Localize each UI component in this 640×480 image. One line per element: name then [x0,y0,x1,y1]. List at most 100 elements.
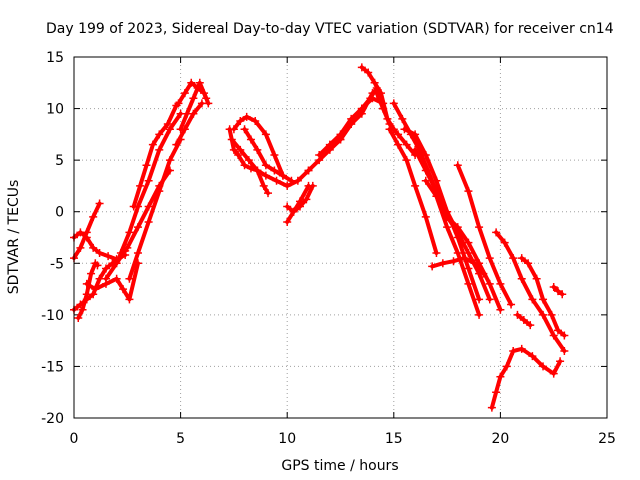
data-point [487,403,496,412]
data-point [89,243,98,252]
series-line [489,346,563,410]
data-point [295,197,304,206]
data-point [136,181,145,190]
y-tick-label: 5 [55,153,64,169]
data-point [485,254,494,263]
data-point [453,161,462,170]
data-point [165,156,174,165]
series-line [387,127,439,255]
data-point [453,223,462,232]
series-line [231,114,285,178]
x-tick-label: 5 [176,431,185,447]
data-point [517,344,526,353]
data-point [180,125,189,134]
data-point [200,89,209,98]
data-point [189,94,198,103]
data-point [400,125,409,134]
data-point [370,78,379,87]
series-arc9 [129,101,181,211]
data-point [244,156,253,165]
x-tick-label: 25 [598,431,616,447]
data-point [229,125,238,134]
data-point [475,223,484,232]
data-point [411,130,420,139]
data-point [261,171,270,180]
data-point [104,252,113,261]
data-point [74,313,83,322]
data-point [402,156,411,165]
data-point [357,63,366,72]
data-point [502,362,511,371]
data-point [500,238,509,247]
data-point [385,125,394,134]
series-line [255,168,311,188]
data-point [394,140,403,149]
data-point [101,274,110,283]
data-point [242,112,251,121]
data-point [89,212,98,221]
data-point [432,248,441,257]
data-point [438,259,447,268]
data-point [227,135,236,144]
data-point [240,125,249,134]
data-point [76,243,85,252]
data-point [460,254,469,263]
data-point [519,316,528,325]
data-point [93,261,102,270]
data-point [347,120,356,129]
x-axis-ticks: 0 5 10 15 20 25 [70,57,616,447]
chart-title: Day 199 of 2023, Sidereal Day-to-day VTE… [46,21,614,37]
data-point [155,187,164,196]
data-point [336,135,345,144]
data-point [261,130,270,139]
data-point [398,114,407,123]
data-point [119,285,128,294]
plot-frame [73,56,608,419]
series-arc34 [513,310,535,330]
data-point [428,262,437,271]
series-line [494,230,567,353]
x-tick-label: 0 [70,431,79,447]
data-point [82,228,91,237]
data-point [492,388,501,397]
data-point [464,264,473,273]
series-arc35 [492,228,569,355]
data-point [270,166,279,175]
data-point [125,274,134,283]
series-arc5 [82,259,142,304]
data-point [464,238,473,247]
data-point [364,68,373,77]
series-layer [70,63,569,412]
data-point [549,369,558,378]
data-point [112,274,121,283]
data-point [507,300,516,309]
y-tick-label: 10 [46,102,64,118]
data-point [261,161,270,170]
data-point [293,176,302,185]
data-point [278,171,287,180]
data-point [144,218,153,227]
data-point [421,150,430,159]
series-arc37 [549,283,567,299]
data-point [144,202,153,211]
data-point [283,218,292,227]
data-point [509,254,518,263]
data-point [421,212,430,221]
series-line [174,101,204,147]
data-point [193,83,202,92]
x-tick-label: 15 [385,431,403,447]
y-tick-label: -5 [50,256,64,272]
y-axis-label: SDTVAR / TECUs [6,180,22,295]
data-point [560,346,569,355]
data-point [475,295,484,304]
data-point [524,259,533,268]
series-arc36 [517,254,569,340]
data-point [251,116,260,125]
data-point [180,89,189,98]
data-point [464,187,473,196]
x-tick-label: 20 [491,431,509,447]
data-point [549,331,558,340]
data-point [187,78,196,87]
data-point [485,279,494,288]
y-tick-label: 15 [46,50,64,66]
